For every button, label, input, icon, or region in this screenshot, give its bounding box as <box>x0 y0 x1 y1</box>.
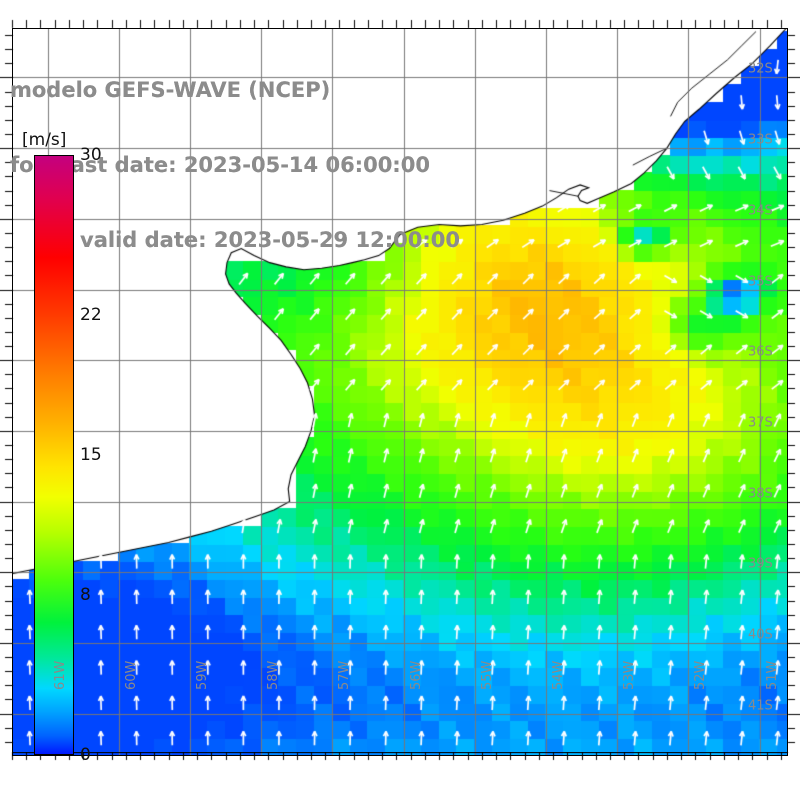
colorbar-tick-22: 22 <box>80 305 102 325</box>
lat-label-36S: 36S <box>748 344 773 360</box>
lon-label-60W: 60W <box>123 660 139 690</box>
lat-label-32S: 32S <box>748 61 773 77</box>
lon-label-55W: 55W <box>479 660 495 690</box>
lat-label-39S: 39S <box>748 556 773 572</box>
lon-label-61W: 61W <box>52 660 68 690</box>
top-axis-ticks <box>0 14 800 40</box>
lon-label-54W: 54W <box>550 660 566 690</box>
lon-label-52W: 52W <box>693 660 709 690</box>
colorbar-gradient <box>34 155 74 755</box>
colorbar-tick-30: 30 <box>80 145 102 165</box>
title-block: modelo GEFS-WAVE (NCEP) forecast date: 2… <box>10 28 530 303</box>
lon-label-53W: 53W <box>622 660 638 690</box>
model-title: modelo GEFS-WAVE (NCEP) <box>10 78 331 102</box>
lon-label-57W: 57W <box>337 660 353 690</box>
lat-label-37S: 37S <box>748 415 773 431</box>
colorbar-tick-8: 8 <box>80 585 91 605</box>
colorbar-tick-0: 0 <box>80 745 91 765</box>
lon-label-58W: 58W <box>266 660 282 690</box>
graticule-grid-layer <box>12 28 788 756</box>
colorbar[interactable] <box>34 155 74 755</box>
lat-label-38S: 38S <box>748 486 773 502</box>
colorbar-tick-15: 15 <box>80 445 102 465</box>
map-plot-area[interactable] <box>12 28 788 756</box>
lat-label-40S: 40S <box>748 627 773 643</box>
bottom-axis-ticks <box>0 752 800 782</box>
colorbar-unit-label: [m/s] <box>22 130 67 150</box>
lat-label-34S: 34S <box>748 203 773 219</box>
right-axis-ticks <box>774 0 800 800</box>
left-axis-ticks <box>0 0 26 800</box>
lat-label-41S: 41S <box>748 698 773 714</box>
lon-label-51W: 51W <box>764 660 780 690</box>
lat-label-35S: 35S <box>748 274 773 289</box>
lat-label-33S: 33S <box>748 132 773 148</box>
valid-date-line: valid date: 2023-05-29 12:00:00 <box>80 228 460 252</box>
lon-label-56W: 56W <box>408 660 424 690</box>
lon-label-59W: 59W <box>194 660 210 690</box>
